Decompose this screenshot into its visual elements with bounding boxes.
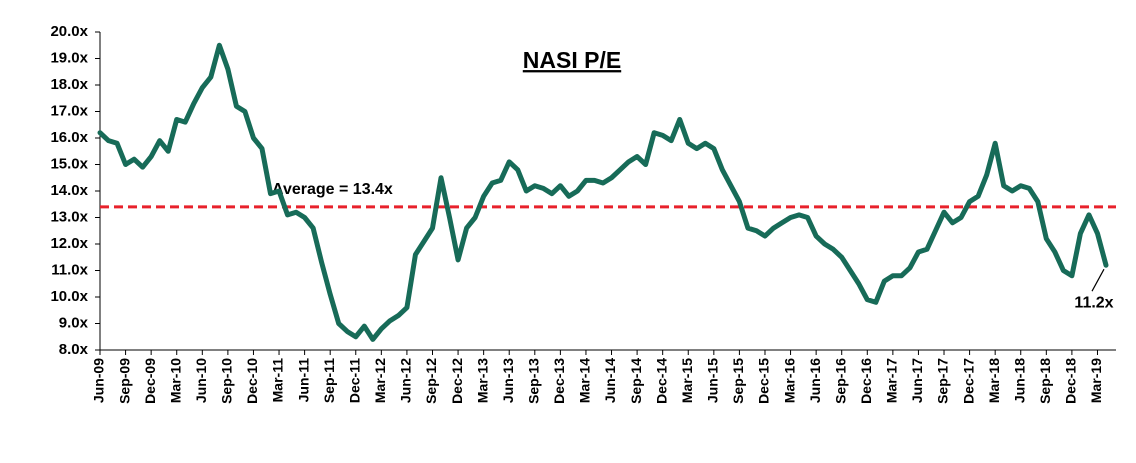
x-tick-label: Sep-11 bbox=[321, 358, 337, 403]
x-tick-label: Dec-11 bbox=[346, 358, 362, 403]
chart-title: NASI P/E bbox=[523, 47, 621, 73]
x-tick-label: Jun-13 bbox=[500, 358, 516, 403]
y-tick-label: 10.0x bbox=[50, 288, 88, 305]
x-tick-label: Jun-11 bbox=[295, 358, 311, 403]
x-tick-label: Jun-17 bbox=[909, 358, 925, 403]
y-tick-label: 16.0x bbox=[50, 129, 88, 146]
x-tick-label: Mar-19 bbox=[1088, 358, 1104, 403]
x-tick-label: Dec-14 bbox=[653, 358, 669, 404]
y-tick-label: 15.0x bbox=[50, 155, 88, 172]
x-tick-label: Sep-10 bbox=[219, 358, 235, 404]
x-tick-label: Dec-18 bbox=[1063, 358, 1079, 404]
x-tick-label: Sep-12 bbox=[423, 358, 439, 404]
x-tick-label: Dec-12 bbox=[449, 358, 465, 404]
x-tick-label: Mar-12 bbox=[372, 358, 388, 403]
y-tick-label: 19.0x bbox=[50, 49, 88, 66]
x-tick-label: Sep-15 bbox=[730, 358, 746, 404]
pe-line bbox=[97, 42, 1109, 342]
y-tick-label: 13.0x bbox=[50, 208, 88, 225]
x-tick-label: Mar-11 bbox=[270, 358, 286, 403]
x-tick-label: Sep-09 bbox=[116, 358, 132, 404]
x-tick-label: Mar-15 bbox=[679, 358, 695, 403]
y-tick-label: 17.0x bbox=[50, 102, 88, 119]
x-tick-label: Sep-14 bbox=[628, 358, 644, 404]
x-tick-label: Sep-17 bbox=[935, 358, 951, 404]
x-tick-label: Sep-18 bbox=[1037, 358, 1053, 404]
y-tick-label: 14.0x bbox=[50, 182, 88, 199]
x-tick-label: Dec-17 bbox=[960, 358, 976, 404]
x-tick-label: Mar-13 bbox=[474, 358, 490, 403]
x-tick-label: Dec-10 bbox=[244, 358, 260, 404]
x-tick-label: Jun-16 bbox=[807, 358, 823, 403]
y-tick-label: 12.0x bbox=[50, 235, 88, 252]
x-tick-label: Sep-16 bbox=[832, 358, 848, 404]
x-tick-label: Dec-09 bbox=[142, 358, 158, 404]
x-tick-label: Sep-13 bbox=[525, 358, 541, 404]
x-tick-label: Mar-18 bbox=[986, 358, 1002, 403]
x-tick-label: Jun-14 bbox=[602, 358, 618, 403]
x-tick-label: Dec-16 bbox=[858, 358, 874, 404]
x-tick-label: Mar-10 bbox=[167, 358, 183, 403]
y-tick-label: 9.0x bbox=[59, 314, 89, 331]
x-tick-label: Jun-09 bbox=[91, 358, 107, 403]
x-tick-label: Jun-12 bbox=[398, 358, 414, 403]
x-tick-label: Jun-10 bbox=[193, 358, 209, 403]
x-tick-label: Mar-17 bbox=[884, 358, 900, 403]
y-tick-label: 18.0x bbox=[50, 76, 88, 93]
x-tick-label: Dec-13 bbox=[551, 358, 567, 404]
y-tick-label: 20.0x bbox=[50, 23, 88, 40]
y-tick-label: 8.0x bbox=[59, 341, 89, 358]
end-label: 11.2x bbox=[1074, 294, 1113, 311]
x-tick-label: Mar-14 bbox=[577, 358, 593, 403]
average-label: Average = 13.4x bbox=[272, 181, 393, 198]
x-tick-label: Dec-15 bbox=[756, 358, 772, 404]
x-tick-label: Jun-18 bbox=[1011, 358, 1027, 403]
x-tick-label: Mar-16 bbox=[781, 358, 797, 403]
end-label-leader bbox=[1091, 268, 1105, 292]
x-tick-label: Jun-15 bbox=[705, 358, 721, 403]
y-tick-label: 11.0x bbox=[51, 261, 88, 278]
